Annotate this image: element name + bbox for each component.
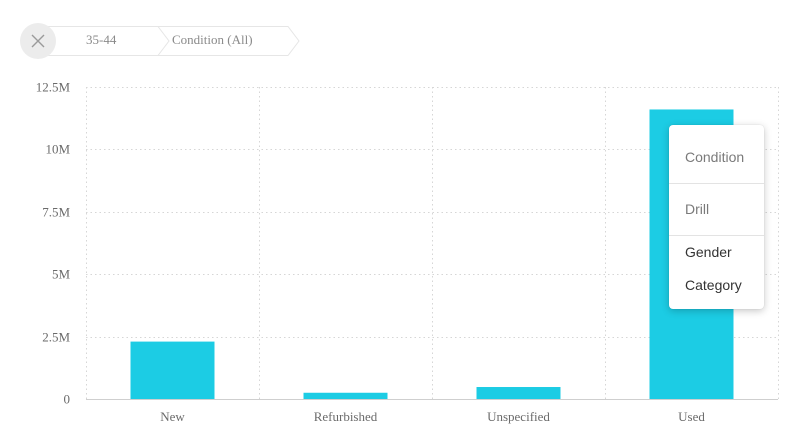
breadcrumb-item-age[interactable]: 35-44 — [86, 32, 117, 47]
x-tick-label: Refurbished — [314, 409, 378, 424]
bar-refurbished[interactable] — [303, 392, 388, 399]
x-tick-label: Unspecified — [487, 409, 550, 424]
menu-item-drill[interactable]: Drill — [685, 201, 710, 217]
breadcrumb-track — [38, 26, 300, 56]
y-tick-label: 7.5M — [42, 205, 70, 220]
y-tick-label: 5M — [52, 267, 71, 282]
menu-header-condition: Condition — [685, 149, 745, 165]
context-menu: Condition Drill Gender Category — [669, 125, 764, 309]
y-tick-label: 0 — [64, 392, 71, 407]
bar-unspecified[interactable] — [476, 387, 561, 399]
breadcrumb-item-condition[interactable]: Condition (All) — [172, 32, 253, 47]
x-tick-label: Used — [678, 409, 705, 424]
menu-divider — [669, 235, 764, 236]
y-tick-label: 12.5M — [36, 80, 71, 95]
close-button[interactable] — [20, 23, 56, 59]
y-tick-label: 2.5M — [42, 330, 70, 345]
close-icon — [31, 34, 45, 48]
y-tick-label: 10M — [45, 142, 70, 157]
menu-item-category[interactable]: Category — [685, 277, 742, 293]
x-tick-label: New — [160, 409, 185, 424]
menu-item-gender[interactable]: Gender — [685, 244, 732, 260]
bar-new[interactable] — [130, 341, 215, 399]
menu-divider — [669, 183, 764, 184]
chart-axes: 0 2.5M 5M 7.5M 10M 12.5M New Refurbished Unspeci… — [36, 80, 778, 424]
